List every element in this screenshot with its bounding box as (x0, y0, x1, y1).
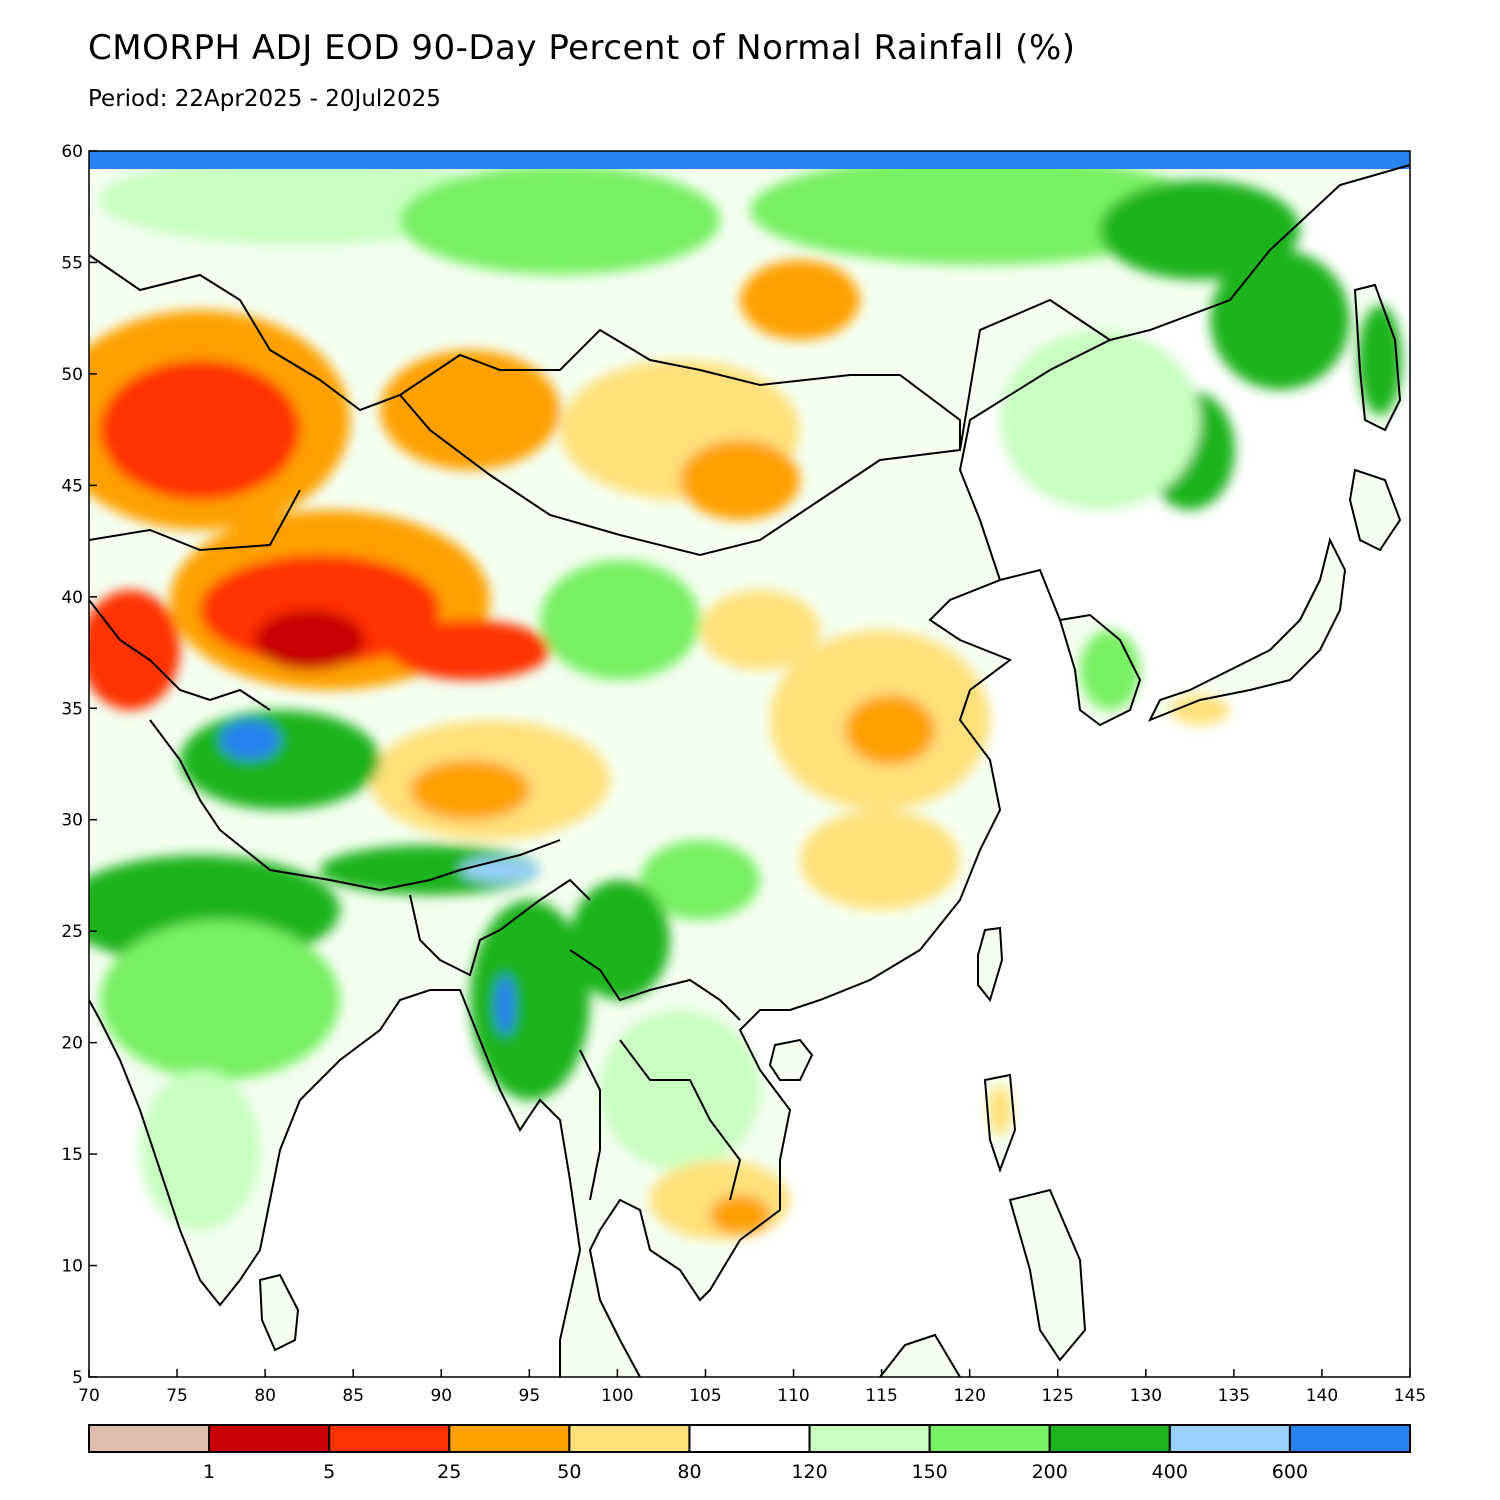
map-subtitle: Period: 22Apr2025 - 20Jul2025 (88, 86, 441, 112)
colorbar-swatch (568, 1424, 691, 1453)
lon-tick-label: 130 (1130, 1386, 1162, 1406)
lon-tick-label: 90 (430, 1386, 452, 1406)
lat-tick-label: 30 (61, 811, 83, 831)
rainfall-anomaly-field (89, 155, 1402, 1240)
lon-tick-label: 85 (342, 1386, 364, 1406)
colorbar-label: 400 (1152, 1461, 1188, 1483)
lat-tick-label: 50 (61, 365, 83, 385)
colorbar-label: 1 (203, 1461, 215, 1483)
colorbar-swatch (448, 1424, 571, 1453)
colorbar-label: 25 (437, 1461, 461, 1483)
colorbar-label: 50 (557, 1461, 581, 1483)
lat-tick-label: 10 (61, 1257, 83, 1277)
colorbar-swatch (688, 1424, 811, 1453)
lon-tick-label: 135 (1218, 1386, 1250, 1406)
lon-tick-label: 125 (1042, 1386, 1074, 1406)
colorbar-swatch (208, 1424, 331, 1453)
colorbar-swatch (928, 1424, 1051, 1453)
lat-tick-label: 20 (61, 1034, 83, 1054)
colorbar: 1 5 25 50 80 120 150 200 400 600 (88, 1424, 1411, 1483)
longitude-axis: 70 75 80 85 90 95 100 105 110 115 120 125 130 135 140 1… (78, 1369, 1426, 1406)
colorbar-swatch (88, 1424, 211, 1453)
colorbar-label: 5 (323, 1461, 335, 1483)
colorbar-label: 80 (677, 1461, 701, 1483)
lon-tick-label: 70 (78, 1386, 100, 1406)
colorbar-label: 200 (1032, 1461, 1068, 1483)
colorbar-label: 120 (791, 1461, 827, 1483)
colorbar-swatch (328, 1424, 451, 1453)
colorbar-swatch (808, 1424, 931, 1453)
lon-tick-label: 140 (1306, 1386, 1338, 1406)
lat-tick-label: 45 (61, 476, 83, 496)
lon-tick-label: 105 (689, 1386, 721, 1406)
lon-tick-label: 75 (166, 1386, 188, 1406)
map-panel (89, 151, 1410, 1377)
lon-tick-label: 115 (865, 1386, 897, 1406)
coastlines (89, 164, 1410, 1377)
north-edge-band (89, 151, 1410, 169)
lon-tick-label: 80 (254, 1386, 276, 1406)
lat-tick-label: 25 (61, 922, 83, 942)
latitude-axis: 60 55 50 45 40 35 30 25 20 15 10 5 (61, 142, 97, 1388)
colorbar-swatch (1288, 1424, 1411, 1453)
map-title: CMORPH ADJ EOD 90-Day Percent of Normal … (88, 28, 1076, 68)
lon-tick-label: 95 (519, 1386, 541, 1406)
lon-tick-label: 145 (1394, 1386, 1426, 1406)
lat-tick-label: 15 (61, 1145, 83, 1165)
lat-tick-label: 60 (61, 142, 83, 162)
lat-tick-label: 35 (61, 699, 83, 719)
colorbar-swatch (1168, 1424, 1291, 1453)
lon-tick-label: 120 (953, 1386, 985, 1406)
colorbar-label: 600 (1272, 1461, 1308, 1483)
map-frame (88, 150, 1411, 1378)
lat-tick-label: 55 (61, 253, 83, 273)
colorbar-swatch (1048, 1424, 1171, 1453)
colorbar-label: 150 (912, 1461, 948, 1483)
lon-tick-label: 110 (777, 1386, 809, 1406)
country-borders (89, 254, 1111, 1201)
lat-tick-label: 5 (72, 1368, 83, 1388)
lat-tick-label: 40 (61, 588, 83, 608)
lon-tick-label: 100 (601, 1386, 633, 1406)
